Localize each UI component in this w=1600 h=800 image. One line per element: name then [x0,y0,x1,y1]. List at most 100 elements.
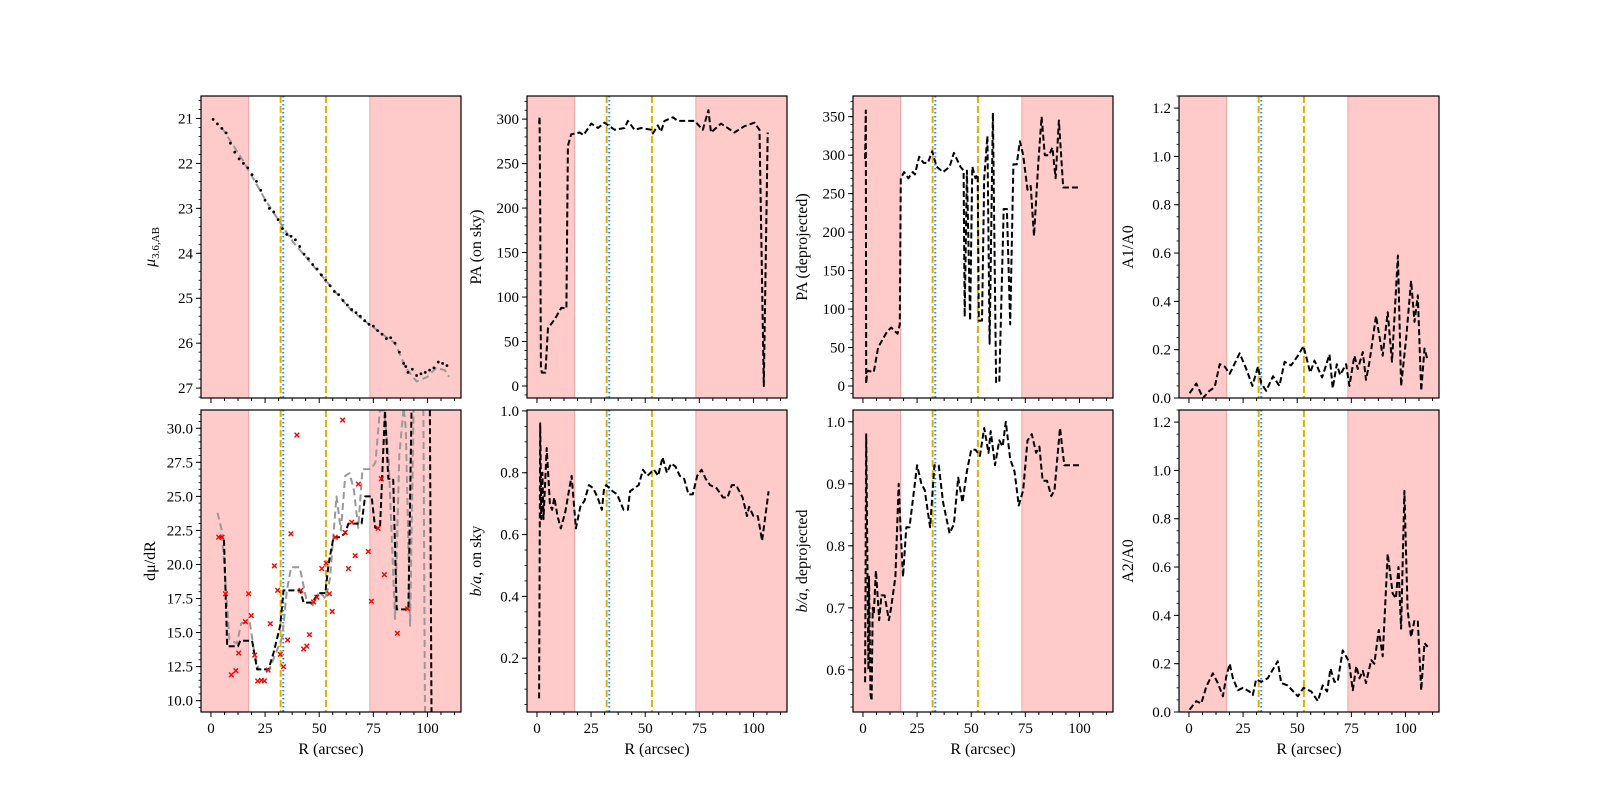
y-tick-label: 300 [497,112,520,128]
series-line [864,109,1080,385]
data-point [380,332,384,336]
y-tick-label: 350 [823,110,846,126]
data-point-x [251,652,258,658]
data-point [432,366,436,370]
y-tick-label: 1.0 [826,415,845,431]
x-tick-label: 75 [692,721,707,737]
y-axis-label-main: μ [142,259,159,268]
y-axis-label: PA (on sky) [468,210,485,285]
y-tick-label: 1.2 [1152,415,1171,431]
data-point [268,206,271,210]
data-point [289,234,293,238]
y-tick-label: 150 [497,246,520,262]
panels: 21222324252627μ3.6,AB050100150200250300P… [142,95,1440,758]
shaded-region [695,410,787,712]
data-point [350,308,354,311]
x-tick-label: 25 [258,721,273,737]
plot-area [201,96,461,398]
y-axis-label: A1/A0 [1120,225,1137,269]
shaded-region [1021,96,1113,398]
data-point-x [342,529,348,536]
y-tick-label: 0.8 [500,466,519,482]
y-tick-label: 24 [178,246,194,262]
axes-frame [200,95,462,399]
shaded-region [369,96,461,398]
series-line [217,410,433,712]
y-tick-label: 0.6 [826,663,845,679]
axes-frame [526,409,788,713]
y-axis-label-italic: b/a [468,576,485,596]
data-point-x [306,631,313,638]
y-tick-label: 0.2 [1152,343,1171,359]
x-tick-label: 100 [742,721,765,737]
shaded-region [695,96,787,398]
data-point-x [339,417,346,423]
y-tick-label: 0.2 [1152,657,1171,673]
data-point-x [242,618,249,625]
plot-area [527,96,787,398]
plot-area [527,410,787,712]
x-axis-label: R (arcsec) [950,741,1015,758]
shaded-region [527,96,575,398]
data-point [445,364,449,368]
y-axis-label: PA (deprojected) [794,193,811,300]
shaded-region [201,96,249,398]
data-point-x [332,534,339,541]
y-tick-label: 0.6 [1152,560,1171,576]
data-point-x [326,590,333,597]
data-point [246,166,250,170]
y-tick-label: 26 [178,336,194,352]
axes-frame [1178,95,1440,399]
shaded-region [527,410,575,712]
data-point-x [329,608,335,615]
axes-frame [852,95,1114,399]
panel-4: 0.0 0.2 0.4 0.6 0.8 1.0 1.2 A1/A0 [1120,95,1440,407]
data-point-x [298,587,304,594]
data-point-x [284,637,291,643]
data-point [315,267,319,271]
y-axis-label: b/a, on sky [468,526,485,597]
y-axis-label: μ3.6,AB [142,227,162,268]
y-axis-label-rest: , on sky [468,526,485,576]
data-point [229,141,232,145]
panel-7: 0 25 50 75 100 R (arcsec) 0.6 0.7 0.8 0.9 1.0 b/a, … [794,409,1114,758]
data-point [285,233,289,236]
data-point-x [267,620,274,627]
y-axis-label-rest: , deprojected [794,509,811,592]
y-tick-label: 0.8 [1152,512,1171,528]
data-point [419,372,423,376]
data-point [272,210,276,214]
series-line [1188,489,1429,711]
data-point [237,157,241,161]
data-point-x [355,481,362,487]
x-tick-label: 50 [638,721,653,737]
series-line [864,420,1080,702]
x-axis-label: R (arcsec) [1276,741,1341,758]
data-point [302,252,306,256]
series-line [1188,254,1429,398]
data-point-x [345,565,352,572]
y-tick-label: 0.0 [1152,391,1171,407]
data-point [324,278,328,282]
y-axis-label: A2/A0 [1120,539,1137,583]
y-tick-label: 200 [497,201,520,217]
y-tick-label: 0.6 [1152,246,1171,262]
data-point-x [381,571,388,578]
data-point [224,131,228,135]
y-tick-label: 25.0 [167,489,193,505]
x-tick-label: 100 [416,721,439,737]
y-tick-label: 0.4 [1152,608,1171,624]
y-tick-label: 15.0 [167,626,193,642]
data-point-x [319,565,325,572]
y-axis-label-main: A1/A0 [1120,225,1137,269]
data-point [259,188,263,192]
y-axis-label: b/a, deprojected [794,509,811,612]
data-point [345,303,349,307]
y-tick-label: 0.4 [1152,294,1171,310]
shaded-region [1179,96,1227,398]
x-tick-label: 75 [366,721,381,737]
data-point [384,337,388,341]
y-tick-label: 50 [504,335,519,351]
y-tick-label: 250 [823,187,846,203]
data-point [428,368,432,372]
